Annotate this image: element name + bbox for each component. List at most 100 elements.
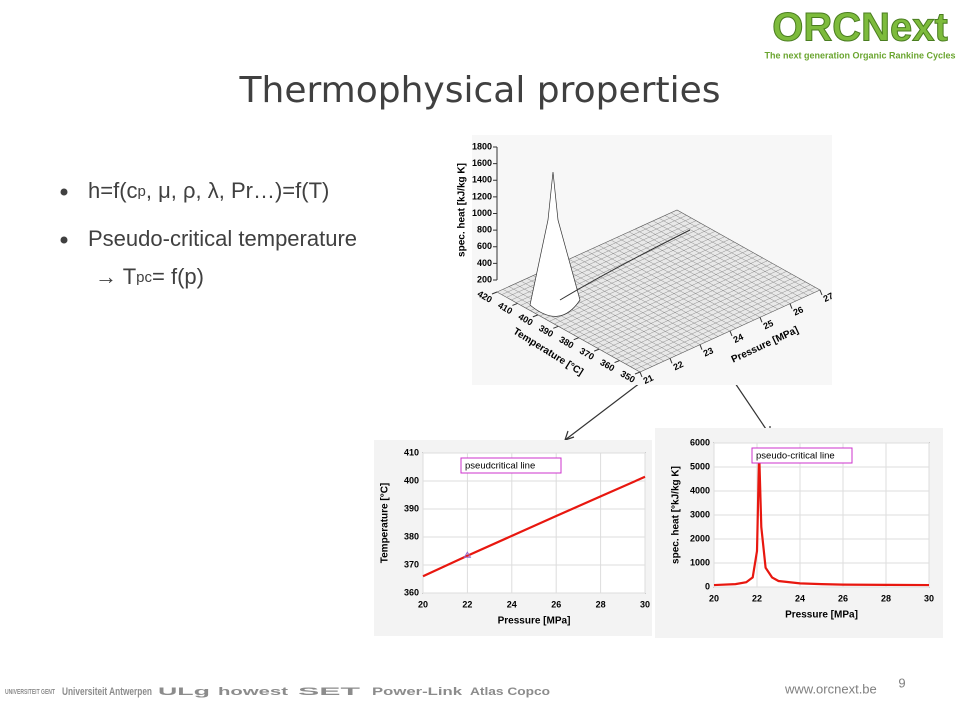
url: www.orcnext.be — [784, 681, 877, 696]
line-series — [713, 452, 930, 587]
bullet-text: h=f(cp, μ, ρ, λ, Pr…)=f(T) — [88, 178, 329, 203]
legend-box — [751, 447, 853, 464]
y-tick-label: 390 — [404, 503, 419, 513]
x-tick-label: 22 — [752, 593, 762, 603]
x-tick — [669, 358, 673, 364]
legend-text: pseudo-critical line — [756, 451, 835, 462]
x-tick-label: 23 — [702, 345, 715, 358]
partner-logo: Universiteit Antwerpen — [62, 686, 152, 698]
z-tick-label: 1400 — [472, 175, 492, 185]
x-tick-label: 26 — [792, 304, 805, 317]
z-tick-label: 200 — [477, 274, 492, 284]
y-tick-label: 410 — [404, 447, 419, 457]
x-tick-label: 21 — [642, 373, 655, 386]
partner-logo: howest — [218, 686, 289, 698]
z-tick-label: 1800 — [472, 141, 492, 151]
x-tick-label: 24 — [795, 593, 805, 603]
y-tick-label: 380 — [404, 531, 419, 541]
x-axis-label: Pressure [MPa] — [498, 616, 571, 627]
y-tick — [593, 348, 600, 352]
point-marker — [463, 551, 472, 558]
plot-area — [422, 452, 646, 594]
y-tick-label: 370 — [404, 559, 419, 569]
y-tick — [512, 302, 518, 306]
x-tick-label: 28 — [596, 599, 606, 609]
y-tick — [553, 325, 559, 329]
y-tick-label: 1000 — [690, 557, 710, 567]
z-tick-label: 1000 — [472, 208, 492, 218]
subscript: pc — [136, 269, 152, 286]
bullet-dot — [60, 188, 68, 196]
y-tick-label: 2000 — [690, 533, 710, 543]
y-tick — [614, 360, 620, 364]
surface-mesh — [664, 215, 809, 296]
partner-logo: Power-Link — [372, 686, 463, 698]
y-axis-label: Temperature [°C] — [380, 483, 391, 564]
partner-logo: Atlas Copco — [470, 686, 550, 698]
surface-mesh — [625, 281, 806, 365]
partner-logo: SET — [298, 686, 361, 698]
y-tick-label: 6000 — [690, 437, 710, 447]
x-tick — [759, 317, 763, 323]
surface-mesh — [635, 287, 816, 370]
surface-mesh — [646, 223, 791, 304]
bullet-part: → T — [95, 264, 136, 289]
y-axis-label: spec. heat [°kJ/kg K] — [671, 466, 682, 564]
x-tick-label: 26 — [838, 593, 848, 603]
z-tick-label: 1200 — [472, 191, 492, 201]
subscript: p — [138, 183, 146, 200]
arrow — [564, 382, 641, 441]
bullet-part: h=f(c — [88, 178, 138, 203]
surface-mesh — [670, 212, 815, 293]
legend-text: pseudcritical line — [465, 461, 535, 472]
bullet-dot — [60, 236, 68, 244]
x-tick — [639, 371, 643, 378]
surface-mesh — [630, 284, 811, 367]
surface-mesh — [652, 220, 797, 302]
x-tick-label: 22 — [672, 359, 685, 372]
bullet-part: , μ, ρ, λ, Pr…)=f(T) — [146, 178, 329, 203]
surface-ridge — [559, 229, 691, 301]
y-tick — [491, 291, 498, 295]
y-tick-label: 4000 — [690, 485, 710, 495]
bullet-part: = f(p) — [152, 264, 204, 289]
page-number: 9 — [898, 675, 905, 690]
legend-box — [460, 457, 562, 474]
bullet-text: Pseudo-critical temperature — [88, 226, 357, 251]
surface-mesh — [658, 218, 803, 299]
x-tick-label: 22 — [462, 599, 472, 609]
y-tick-label: 400 — [404, 475, 419, 485]
z-tick-label: 600 — [477, 241, 492, 251]
y-tick — [634, 371, 641, 375]
line-series — [422, 475, 646, 578]
y-tick-label: 3000 — [690, 509, 710, 519]
x-tick-label: 30 — [924, 593, 934, 603]
x-tick-label: 27 — [822, 291, 835, 304]
x-tick — [789, 303, 793, 309]
x-axis-label: Pressure [MPa] — [785, 610, 858, 621]
z-axis-label: spec. heat [kJ/kg K] — [457, 163, 468, 257]
surface-peak — [529, 171, 581, 317]
arrow-head — [564, 430, 575, 441]
y-tick — [532, 314, 539, 318]
x-tick-label: 28 — [881, 593, 891, 603]
x-tick — [699, 344, 703, 350]
x-tick-label: 30 — [640, 599, 650, 609]
y-tick-label: 360 — [404, 587, 419, 597]
y-tick-label: 5000 — [690, 461, 710, 471]
z-tick-label: 400 — [477, 258, 492, 268]
logo: ORCNext — [772, 6, 948, 50]
surface-mesh — [620, 279, 802, 362]
x-tick-label: 24 — [732, 332, 745, 345]
x-tick-label: 20 — [709, 593, 719, 603]
y-tick — [573, 337, 579, 341]
partner-logo: ULg — [158, 686, 210, 698]
y-tick-label: 0 — [705, 581, 710, 591]
z-tick-label: 1600 — [472, 158, 492, 168]
bullet-text: → Tpc= f(p) — [95, 264, 204, 289]
logo-tagline: The next generation Organic Rankine Cycl… — [764, 50, 955, 60]
x-tick — [819, 289, 823, 296]
x-tick-label: 20 — [418, 599, 428, 609]
z-tick-label: 800 — [477, 225, 492, 235]
